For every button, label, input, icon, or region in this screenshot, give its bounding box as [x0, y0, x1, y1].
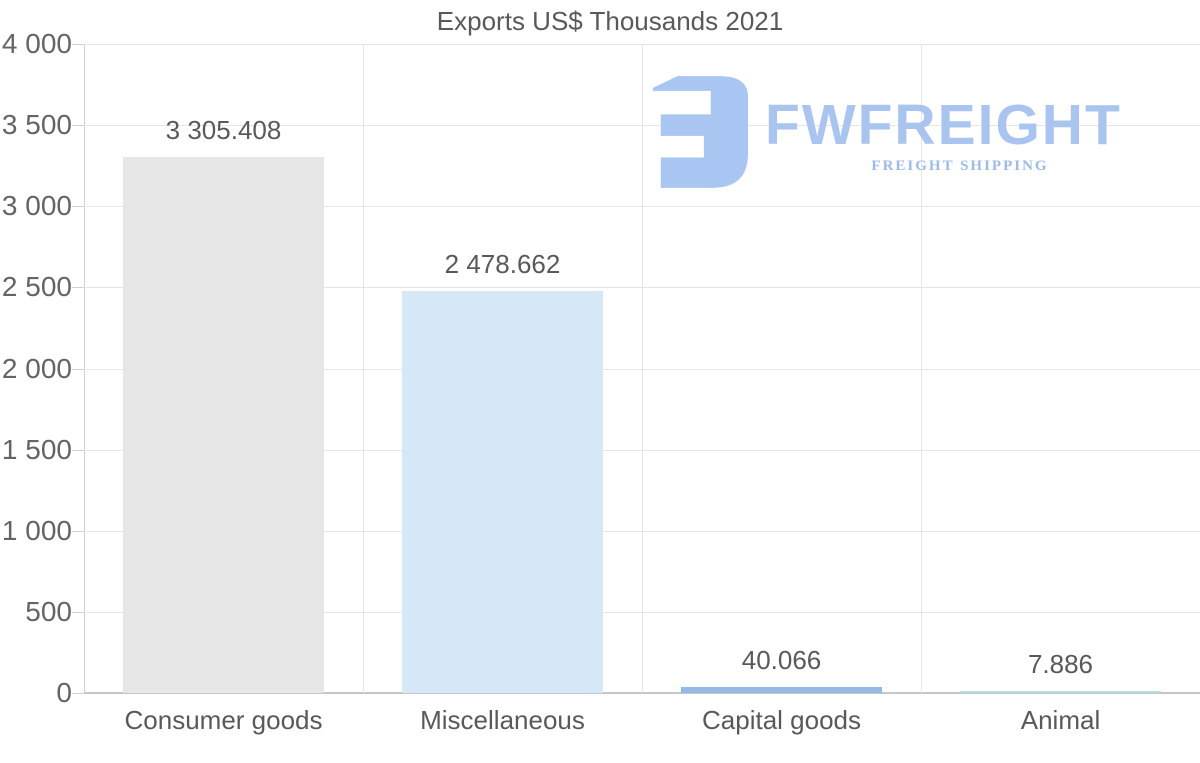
- y-tick-mark-3500: [72, 125, 84, 127]
- y-tick-label-3500: 3 500: [1, 109, 72, 141]
- y-tick-label-4000: 4 000: [1, 28, 72, 59]
- category-separator-1: [363, 44, 364, 693]
- category-separator-3: [921, 44, 922, 693]
- value-label-capital-goods: 40.066: [741, 644, 822, 675]
- y-grid-line-0: [84, 692, 1200, 694]
- plot-area: 3 305.408 2 478.662 40.066 7.886: [84, 44, 1200, 694]
- freight-logo-glyph: [652, 76, 748, 188]
- y-tick-mark-1500: [72, 449, 84, 451]
- y-tick-mark-2000: [72, 368, 84, 370]
- y-tick-label-500: 500: [25, 595, 72, 627]
- brand-tagline: FREIGHT SHIPPING: [871, 158, 1049, 174]
- x-tick-label-consumer-goods: Consumer goods: [124, 705, 323, 735]
- y-tick-label-2000: 2 000: [1, 352, 72, 384]
- y-tick-mark-2500: [72, 287, 84, 289]
- y-tick-label-1500: 1 500: [1, 433, 72, 465]
- bar-capital-goods: [681, 686, 882, 693]
- category-separator-2: [642, 44, 643, 693]
- value-label-consumer-goods: 3 305.408: [165, 114, 282, 145]
- value-label-animal: 7.886: [1027, 649, 1094, 679]
- bar-animal: [960, 691, 1161, 693]
- y-tick-mark-1000: [72, 530, 84, 532]
- value-label-miscellaneous: 2 478.662: [444, 248, 561, 279]
- y-tick-mark-4000: [72, 44, 84, 45]
- brand-logo: FWFREIGHT FREIGHT SHIPPING: [650, 75, 1150, 190]
- bar-consumer-goods: [123, 156, 324, 693]
- bar-miscellaneous: [402, 290, 603, 693]
- freight-logo-icon: [652, 76, 748, 188]
- brand-name: FWFREIGHT: [765, 93, 1122, 157]
- y-tick-label-2500: 2 500: [1, 271, 72, 303]
- y-tick-label-0: 0: [56, 677, 72, 708]
- x-tick-label-capital-goods: Capital goods: [702, 705, 861, 735]
- x-tick-label-animal: Animal: [1020, 705, 1101, 735]
- y-tick-mark-500: [72, 611, 84, 613]
- y-tick-label-3000: 3 000: [1, 190, 72, 222]
- y-tick-mark-3000: [72, 206, 84, 208]
- chart-title: Exports US$ Thousands 2021: [436, 6, 784, 36]
- x-tick-label-miscellaneous: Miscellaneous: [420, 705, 585, 735]
- y-tick-mark-0: [72, 693, 84, 694]
- y-tick-label-1000: 1 000: [1, 514, 72, 546]
